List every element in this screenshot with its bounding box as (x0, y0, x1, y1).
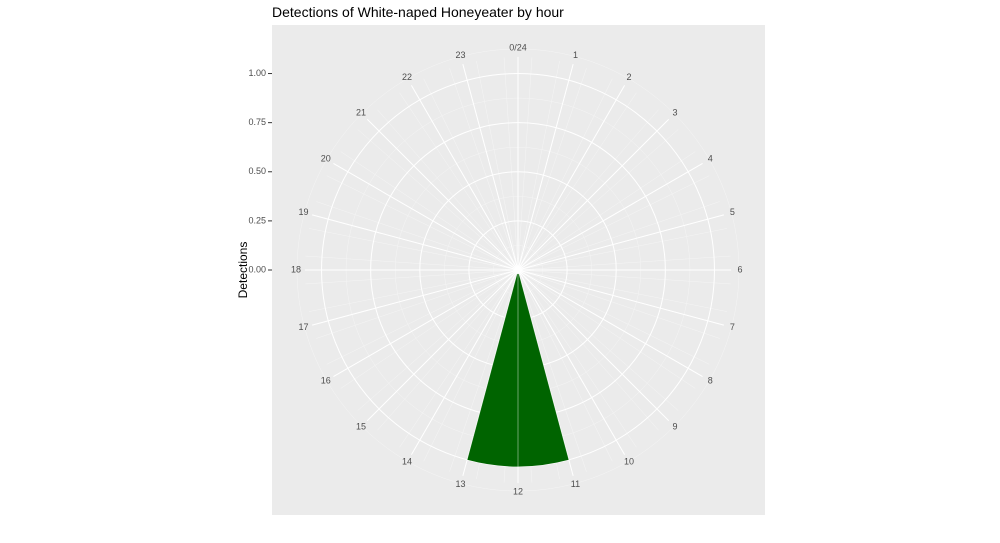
minor-grid-line (357, 269, 519, 411)
y-axis-title: Detections (236, 242, 250, 299)
x-tick-label: 2 (626, 72, 631, 82)
minor-grid-line (517, 151, 696, 271)
grid-line-overlay (411, 269, 519, 455)
grid-line-overlay (312, 269, 519, 326)
grid-line-overlay (333, 163, 519, 271)
grid-line-overlay (517, 214, 724, 271)
minor-grid-line (517, 269, 659, 431)
x-tick-label: 0/24 (509, 42, 527, 52)
grid-line-overlay (517, 269, 574, 476)
grid-line-overlay (462, 64, 519, 271)
x-tick-label: 1 (573, 50, 578, 60)
minor-grid-circle (296, 48, 740, 492)
minor-grid-line (316, 269, 519, 339)
minor-grid-line (340, 269, 519, 389)
minor-grid-line (517, 269, 710, 365)
grid-line-overlay (312, 214, 519, 271)
y-tick-label: 0.25 (248, 215, 266, 225)
minor-grid-line (517, 129, 679, 271)
x-tick-label: 10 (624, 457, 634, 467)
x-tick-label: 4 (708, 153, 713, 163)
minor-grid-line (517, 175, 710, 271)
grid-line-overlay (462, 269, 519, 476)
y-tick-label: 0.50 (248, 166, 266, 176)
y-tick-label: 0.00 (248, 264, 266, 274)
x-tick-label: 9 (672, 421, 677, 431)
minor-grid-line (517, 269, 720, 339)
x-tick-label: 3 (672, 107, 677, 117)
minor-grid-line (517, 269, 731, 285)
minor-grid-line (340, 151, 519, 271)
y-tick-label: 0.75 (248, 117, 266, 127)
grid-line-overlay (517, 269, 625, 455)
minor-grid-line (517, 269, 613, 462)
minor-grid-line (399, 92, 519, 271)
minor-grid-line (517, 109, 659, 271)
grid-line-overlay (367, 119, 519, 271)
x-tick-label: 18 (291, 264, 301, 274)
grid-line-overlay (367, 269, 519, 421)
chart-title: Detections of White-naped Honeyeater by … (272, 4, 564, 20)
x-tick-label: 5 (730, 207, 735, 217)
x-tick-label: 17 (299, 322, 309, 332)
minor-grid-line (326, 269, 519, 365)
grid-line-overlay (411, 85, 519, 271)
x-tick-label: 14 (402, 457, 412, 467)
minor-grid-line (308, 228, 519, 271)
grid-line-overlay (517, 269, 703, 377)
minor-grid-line (503, 57, 519, 271)
minor-grid-line (517, 269, 637, 448)
minor-grid-line (305, 269, 519, 285)
x-tick-label: 13 (456, 479, 466, 489)
x-tick-label: 15 (356, 421, 366, 431)
minor-grid-line (308, 269, 519, 312)
x-tick-label: 6 (737, 264, 742, 274)
minor-grid-line (377, 269, 519, 431)
grid-line-overlay (517, 64, 574, 271)
grid-line-overlay (517, 119, 669, 271)
x-tick-label: 22 (402, 72, 412, 82)
minor-grid-line (517, 68, 587, 271)
minor-grid-line (305, 255, 519, 271)
minor-grid-line (517, 57, 533, 271)
minor-grid-line (517, 78, 613, 271)
minor-grid-line (517, 228, 728, 271)
x-tick-label: 20 (321, 153, 331, 163)
minor-grid-line (517, 201, 720, 271)
minor-grid-line (449, 269, 519, 472)
grid-line-overlay (517, 85, 625, 271)
minor-grid-line (399, 269, 519, 448)
x-tick-label: 23 (456, 50, 466, 60)
minor-grid-line (517, 92, 637, 271)
minor-grid-line (357, 129, 519, 271)
x-tick-label: 11 (571, 479, 580, 489)
center-hole (514, 266, 522, 274)
x-tick-label: 19 (299, 207, 309, 217)
x-tick-label: 8 (708, 375, 713, 385)
minor-grid-line (517, 60, 560, 271)
y-tick-label: 1.00 (248, 68, 266, 78)
minor-grid-line (517, 269, 679, 411)
grid-line-overlay (517, 269, 669, 421)
minor-grid-line (517, 269, 587, 472)
x-tick-label: 16 (321, 375, 331, 385)
minor-grid-line (326, 175, 519, 271)
minor-grid-line (449, 68, 519, 271)
minor-grid-line (517, 269, 728, 312)
grid-line-overlay (517, 163, 703, 271)
minor-grid-line (316, 201, 519, 271)
x-tick-label: 12 (513, 486, 523, 496)
x-tick-label: 21 (356, 107, 366, 117)
minor-grid-line (423, 78, 519, 271)
minor-grid-line (423, 269, 519, 462)
minor-grid-line (476, 60, 519, 271)
minor-grid-line (377, 109, 519, 271)
x-tick-label: 7 (730, 322, 735, 332)
grid-line-overlay (517, 269, 724, 326)
minor-grid-line (517, 269, 696, 389)
grid-line-overlay (333, 269, 519, 377)
minor-grid-line (517, 255, 731, 271)
